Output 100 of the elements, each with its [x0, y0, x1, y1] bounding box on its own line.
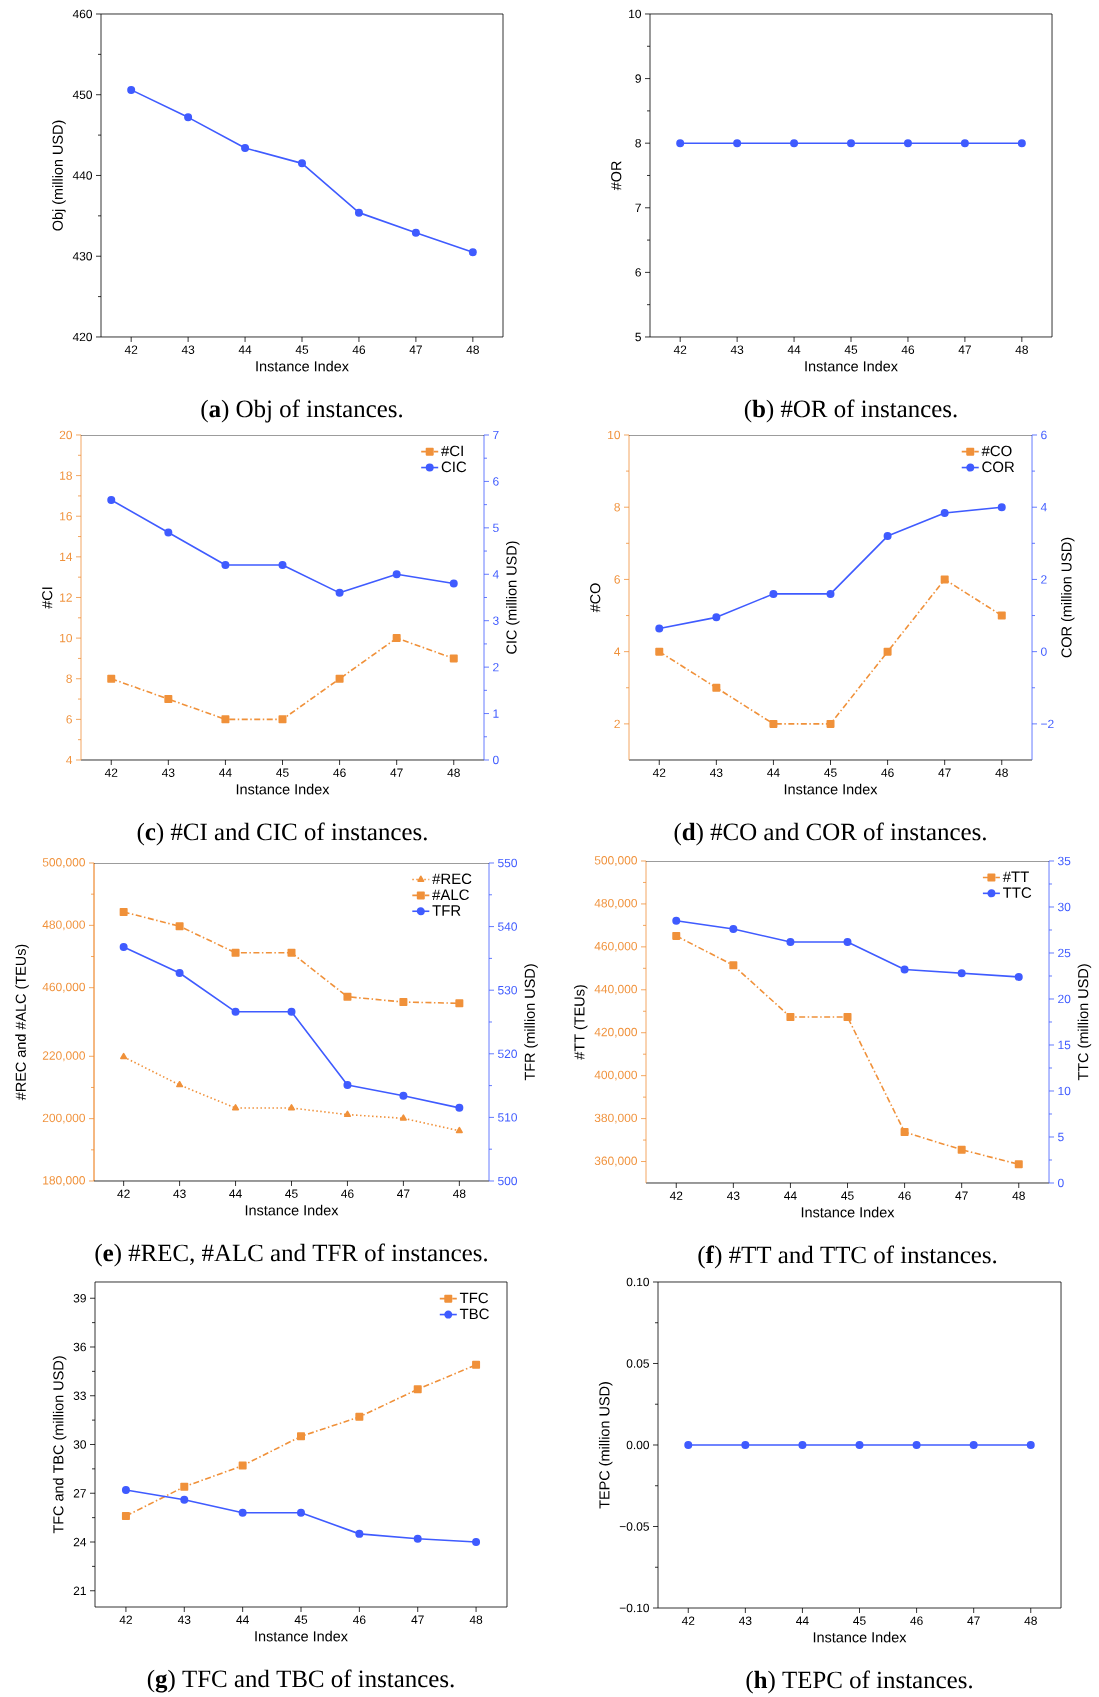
y2-tick-label: 0 — [493, 755, 499, 765]
y2-axis-title: TTC (million USD) — [1077, 964, 1092, 1081]
y-tick-label: 430 — [72, 252, 93, 261]
x-tick-label: 47 — [411, 1615, 424, 1624]
y-axis-title: Obj (million USD) — [52, 120, 66, 231]
y-axis-title: #OR — [611, 161, 622, 191]
point — [411, 228, 420, 237]
point — [455, 999, 464, 1008]
point — [121, 1512, 130, 1520]
x-tick-label: 42 — [119, 1615, 132, 1624]
x-tick-label: 44 — [229, 1189, 242, 1198]
x-tick-label: 47 — [958, 345, 971, 354]
point — [957, 1145, 966, 1154]
point — [175, 969, 184, 978]
y-axis-title: TEPC (million USD) — [598, 1382, 613, 1509]
point — [1014, 972, 1023, 981]
y-tick-label: 8 — [66, 674, 72, 683]
point — [238, 1461, 247, 1470]
y-axis-title: TFC and TBC (million USD) — [52, 1356, 67, 1534]
legend-label: CIC — [441, 461, 467, 473]
point — [107, 495, 116, 504]
y-tick-label: 10 — [60, 633, 73, 643]
legend-label: #REC — [432, 873, 472, 885]
y-tick-label: 420 — [72, 332, 93, 342]
point — [164, 695, 173, 704]
point — [472, 1360, 481, 1369]
x-tick-label: 44 — [219, 768, 232, 777]
y2-tick-label: 6 — [1041, 430, 1047, 440]
point — [940, 575, 949, 584]
y-tick-label: 460,000 — [594, 941, 638, 952]
x-tick-label: 42 — [117, 1189, 130, 1198]
point — [900, 1128, 909, 1137]
x-axis-title: Instance Index — [245, 1204, 339, 1216]
y2-axis-title: COR (million USD) — [1061, 537, 1075, 658]
point — [184, 113, 193, 122]
x-tick-label: 45 — [285, 1189, 298, 1198]
x-tick-label: 46 — [333, 768, 346, 777]
point — [672, 916, 681, 925]
x-tick-label: 46 — [901, 345, 915, 354]
y-tick-label: 30 — [73, 1440, 87, 1449]
legend-label: #CO — [981, 445, 1012, 457]
x-tick-label: 46 — [881, 768, 894, 777]
y-tick-label: 27 — [73, 1489, 86, 1498]
y2-tick-label: 5 — [1058, 1132, 1064, 1142]
y2-tick-label: 30 — [1057, 902, 1071, 912]
point — [843, 1013, 852, 1022]
point — [786, 1013, 795, 1022]
text: (f) #TT and TTC of instances. — [698, 1245, 997, 1269]
y-axis-title: #CI — [42, 587, 53, 609]
y-tick-label: 4 — [66, 755, 73, 765]
x-tick-label: 44 — [236, 1615, 249, 1624]
text: (c) #CI and CIC of instances. — [137, 822, 427, 846]
x-tick-label: 43 — [738, 1616, 752, 1625]
y-tick-label: 16 — [60, 512, 72, 521]
point — [343, 1080, 352, 1089]
point — [455, 1126, 463, 1134]
y2-tick-label: 7 — [493, 430, 499, 440]
x-tick-label: 43 — [181, 345, 195, 354]
x-tick-label: 45 — [294, 1615, 308, 1624]
y2-tick-label: 4 — [492, 570, 499, 579]
y2-tick-label: 530 — [498, 985, 517, 995]
y-tick-label: 33 — [73, 1391, 86, 1400]
y-tick-label: 400,000 — [594, 1070, 638, 1081]
point — [164, 528, 173, 537]
y-tick-label: 36 — [73, 1342, 86, 1352]
x-axis-title: Instance Index — [255, 1630, 348, 1642]
x-tick-label: 44 — [796, 1616, 809, 1625]
y2-tick-label: 0 — [1058, 1178, 1064, 1188]
x-axis-title: Instance Index — [256, 360, 349, 372]
x-tick-label: 44 — [787, 345, 801, 354]
y-tick-label: 6 — [614, 575, 620, 584]
point — [176, 1080, 184, 1088]
x-tick-label: 45 — [844, 345, 858, 354]
y2-tick-label: 3 — [492, 616, 499, 625]
point — [278, 715, 287, 724]
point — [298, 159, 307, 168]
text: (d) #CO and COR of instances. — [674, 822, 986, 846]
x-tick-label: 42 — [124, 345, 138, 354]
y2-tick-label: 0 — [1041, 647, 1047, 656]
x-tick-label: 43 — [173, 1189, 186, 1198]
y2-tick-label: 5 — [493, 523, 499, 533]
legend-label: TBC — [459, 1308, 489, 1320]
x-tick-label: 47 — [390, 768, 403, 777]
legend-label: TTC — [1003, 887, 1032, 898]
point — [175, 922, 184, 931]
y-tick-label: 10 — [608, 430, 621, 440]
x-tick-label: 43 — [177, 1615, 191, 1624]
point — [655, 624, 664, 633]
y-tick-label: 10 — [629, 9, 642, 19]
y-tick-label: 8 — [635, 138, 641, 148]
y-tick-label: 440,000 — [594, 984, 638, 995]
y-tick-label: 220,000 — [42, 1051, 86, 1062]
point — [883, 532, 892, 541]
x-tick-label: 42 — [104, 768, 118, 777]
y-tick-label: 8 — [614, 502, 620, 512]
y-tick-label: 360,000 — [594, 1156, 638, 1167]
x-tick-label: 45 — [295, 345, 309, 354]
text: (a) Obj of instances. — [201, 399, 403, 423]
x-tick-label: 45 — [853, 1616, 866, 1625]
point — [826, 589, 835, 598]
